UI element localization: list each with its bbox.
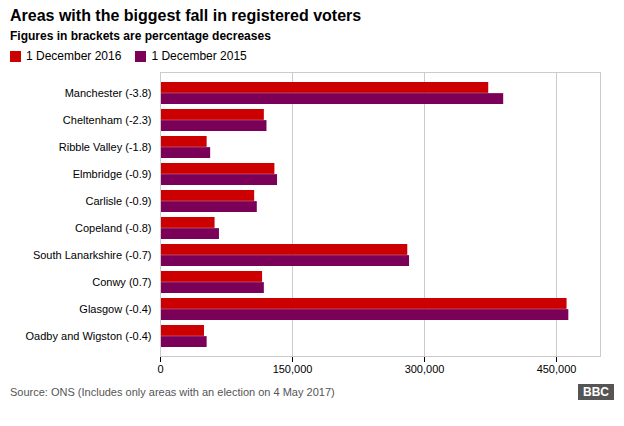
html-text:BBC: BBC — [583, 385, 609, 399]
svg-text:Conwy (0.7): Conwy (0.7) — [92, 276, 151, 288]
svg-text:Oadby and Wigston (-0.4): Oadby and Wigston (-0.4) — [26, 330, 152, 342]
svg-text:South Lanarkshire (-0.7): South Lanarkshire (-0.7) — [33, 249, 152, 261]
html-text:1 December 2015: 1 December 2015 — [151, 49, 247, 63]
svg-text:Carlisle (-0.9): Carlisle (-0.9) — [85, 195, 151, 207]
svg-text:0: 0 — [157, 363, 163, 375]
svg-text:Glasgow (-0.4): Glasgow (-0.4) — [79, 303, 151, 315]
html-text:1 December 2016: 1 December 2016 — [26, 49, 122, 63]
svg-text:Manchester (-3.8): Manchester (-3.8) — [65, 87, 152, 99]
svg-text:Elmbridge (-0.9): Elmbridge (-0.9) — [73, 168, 152, 180]
svg-text:450,000: 450,000 — [537, 363, 577, 375]
html-text:Areas with the biggest fall in: Areas with the biggest fall in registere… — [10, 7, 362, 24]
html-text:Figures in brackets are percen: Figures in brackets are percentage decre… — [10, 29, 271, 43]
svg-text:Copeland (-0.8): Copeland (-0.8) — [75, 222, 151, 234]
html-text:Source: ONS (Includes only are: Source: ONS (Includes only areas with an… — [10, 386, 335, 398]
svg-text:Cheltenham (-2.3): Cheltenham (-2.3) — [63, 114, 152, 126]
svg-text:300,000: 300,000 — [405, 363, 445, 375]
svg-text:Ribble Valley (-1.8): Ribble Valley (-1.8) — [59, 141, 152, 153]
svg-text:150,000: 150,000 — [273, 363, 313, 375]
